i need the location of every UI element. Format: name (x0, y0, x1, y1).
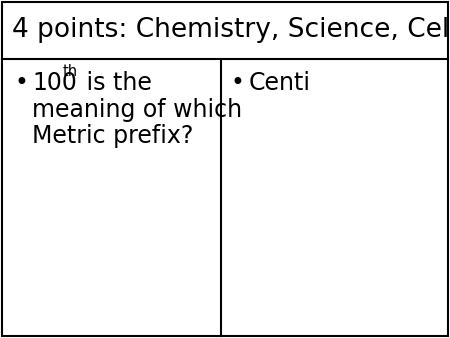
Text: •: • (230, 71, 244, 95)
Text: is the: is the (79, 71, 152, 95)
Text: 100: 100 (32, 71, 77, 95)
Text: Centi: Centi (248, 71, 310, 95)
Text: 4 points: Chemistry, Science, Cells: 4 points: Chemistry, Science, Cells (12, 17, 450, 43)
Text: Metric prefix?: Metric prefix? (32, 124, 193, 148)
Text: th: th (63, 64, 78, 79)
Text: meaning of which: meaning of which (32, 97, 242, 121)
Text: •: • (14, 71, 28, 95)
